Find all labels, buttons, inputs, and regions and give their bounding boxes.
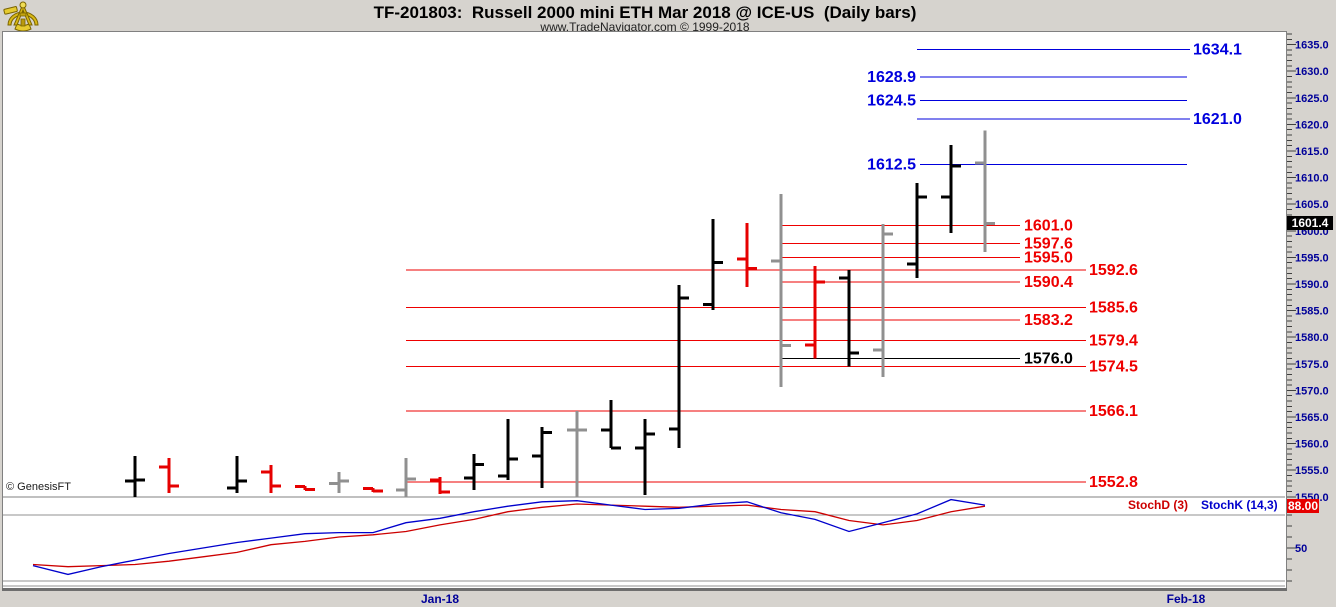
date-label-feb: Feb-18 — [1166, 592, 1206, 606]
stochd-legend: StochD (3) — [1128, 498, 1188, 512]
stochk-legend: StochK (14,3) — [1201, 498, 1278, 512]
stoch-value-badge: 88.00 — [1287, 499, 1319, 514]
chart-subtitle: www.TradeNavigator.com © 1999-2018 — [540, 20, 750, 34]
chart-title: TF-201803: Russell 2000 mini ETH Mar 201… — [373, 3, 917, 22]
date-axis[interactable] — [2, 590, 1286, 607]
genesisft-logo-icon — [2, 0, 44, 32]
price-axis[interactable] — [1287, 31, 1336, 590]
last-price-badge: 1601.4 — [1287, 216, 1333, 231]
genesisft-watermark: © GenesisFT — [6, 481, 71, 493]
date-label-jan: Jan-18 — [420, 592, 460, 606]
